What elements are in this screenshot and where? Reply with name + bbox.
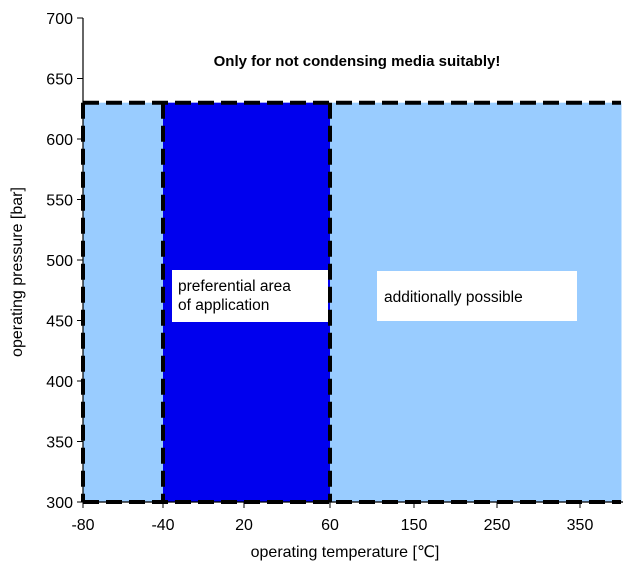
x-axis-title: operating temperature [℃] (251, 544, 440, 561)
x-tick-label: 20 (235, 517, 253, 534)
y-tick-label: 500 (46, 253, 73, 270)
y-tick-label: 400 (46, 374, 73, 391)
annotation-note: Only for not condensing media suitably! (214, 53, 501, 70)
y-tick-label: 450 (46, 314, 73, 331)
x-axis-ticks: -80 -40 20 60 150 250 350 (71, 517, 593, 534)
x-tick-label: 350 (567, 517, 594, 534)
region-label-preferential: preferential area of application (172, 270, 328, 322)
x-tick-label: 150 (401, 517, 428, 534)
region-label-box (377, 271, 577, 321)
x-tick-label: -80 (71, 517, 94, 534)
y-axis-ticks: 300 350 400 450 500 550 600 650 700 (46, 11, 73, 512)
dashed-boundaries (81, 100, 621, 504)
x-tick-label: -40 (151, 517, 174, 534)
region-label-additional: additionally possible (377, 271, 577, 321)
y-tick-label: 350 (46, 435, 73, 452)
x-tick-label: 250 (484, 517, 511, 534)
x-tick-label: 60 (321, 517, 339, 534)
region-label-line: preferential area (178, 278, 291, 295)
region-label-line: of application (178, 297, 269, 314)
y-tick-label: 550 (46, 193, 73, 210)
y-axis-title: operating pressure [bar] (9, 187, 26, 357)
y-tick-label: 600 (46, 132, 73, 149)
y-tick-label: 300 (46, 495, 73, 512)
y-tick-label: 700 (46, 11, 73, 28)
y-tick-label: 650 (46, 72, 73, 89)
region-label-box (172, 270, 328, 322)
region-label-line: additionally possible (384, 289, 523, 306)
